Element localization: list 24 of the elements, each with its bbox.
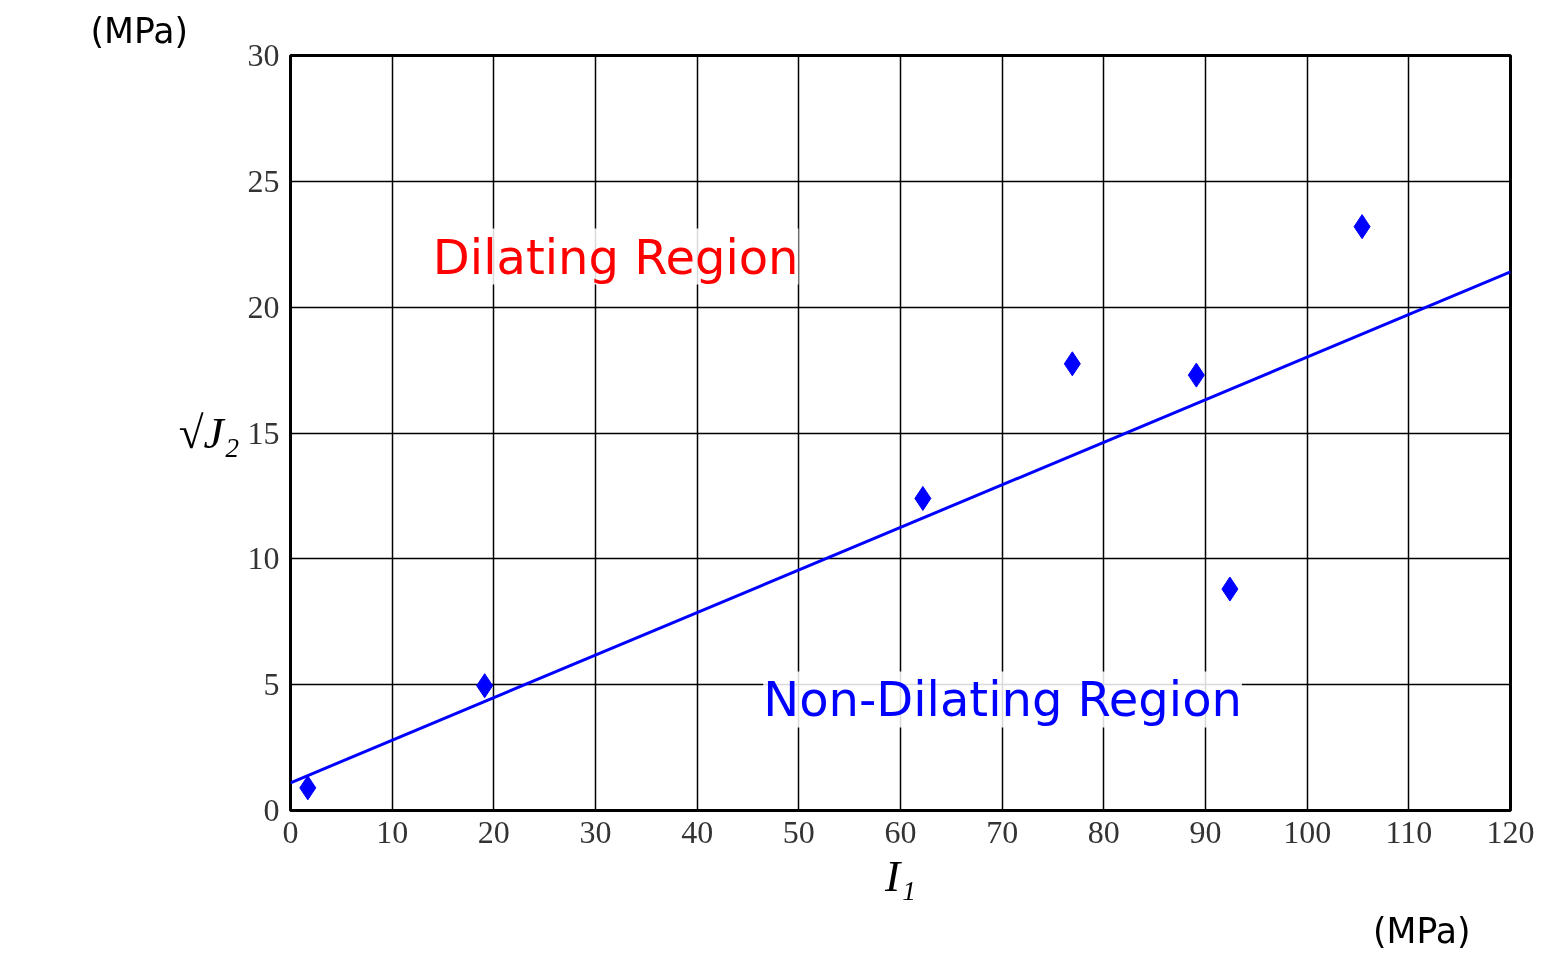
annotation: Dilating Region [432, 228, 799, 285]
x-tick-label: 70 [986, 813, 1019, 850]
x-tick-label: 10 [376, 813, 409, 850]
x-tick-label: 20 [477, 813, 510, 850]
x-axis-title: I₁ [884, 850, 916, 901]
text: (MPa) [1372, 910, 1471, 951]
y-tick-label: 5 [263, 666, 280, 703]
x-tick-label: 50 [782, 813, 815, 850]
y-tick-label: 10 [247, 540, 280, 577]
annotation: Non-Dilating Region [763, 671, 1242, 728]
y-tick-label: 25 [247, 162, 280, 199]
x-tick-label: 100 [1283, 813, 1332, 850]
y-tick-label: 15 [247, 414, 280, 451]
x-tick-label: 30 [579, 813, 612, 850]
y-tick-label: 30 [247, 37, 280, 73]
x-tick-label: 40 [681, 813, 714, 850]
x-tick-label: 120 [1486, 813, 1535, 850]
x-tick-label: 110 [1385, 813, 1433, 850]
x-tick-label: 80 [1087, 813, 1120, 850]
y-axis-title: √J₂ [178, 408, 240, 458]
x-tick-label: 90 [1189, 813, 1222, 850]
x-tick-label: 60 [884, 813, 917, 850]
y-tick-label: 20 [247, 288, 280, 325]
text: (MPa) [90, 10, 189, 51]
